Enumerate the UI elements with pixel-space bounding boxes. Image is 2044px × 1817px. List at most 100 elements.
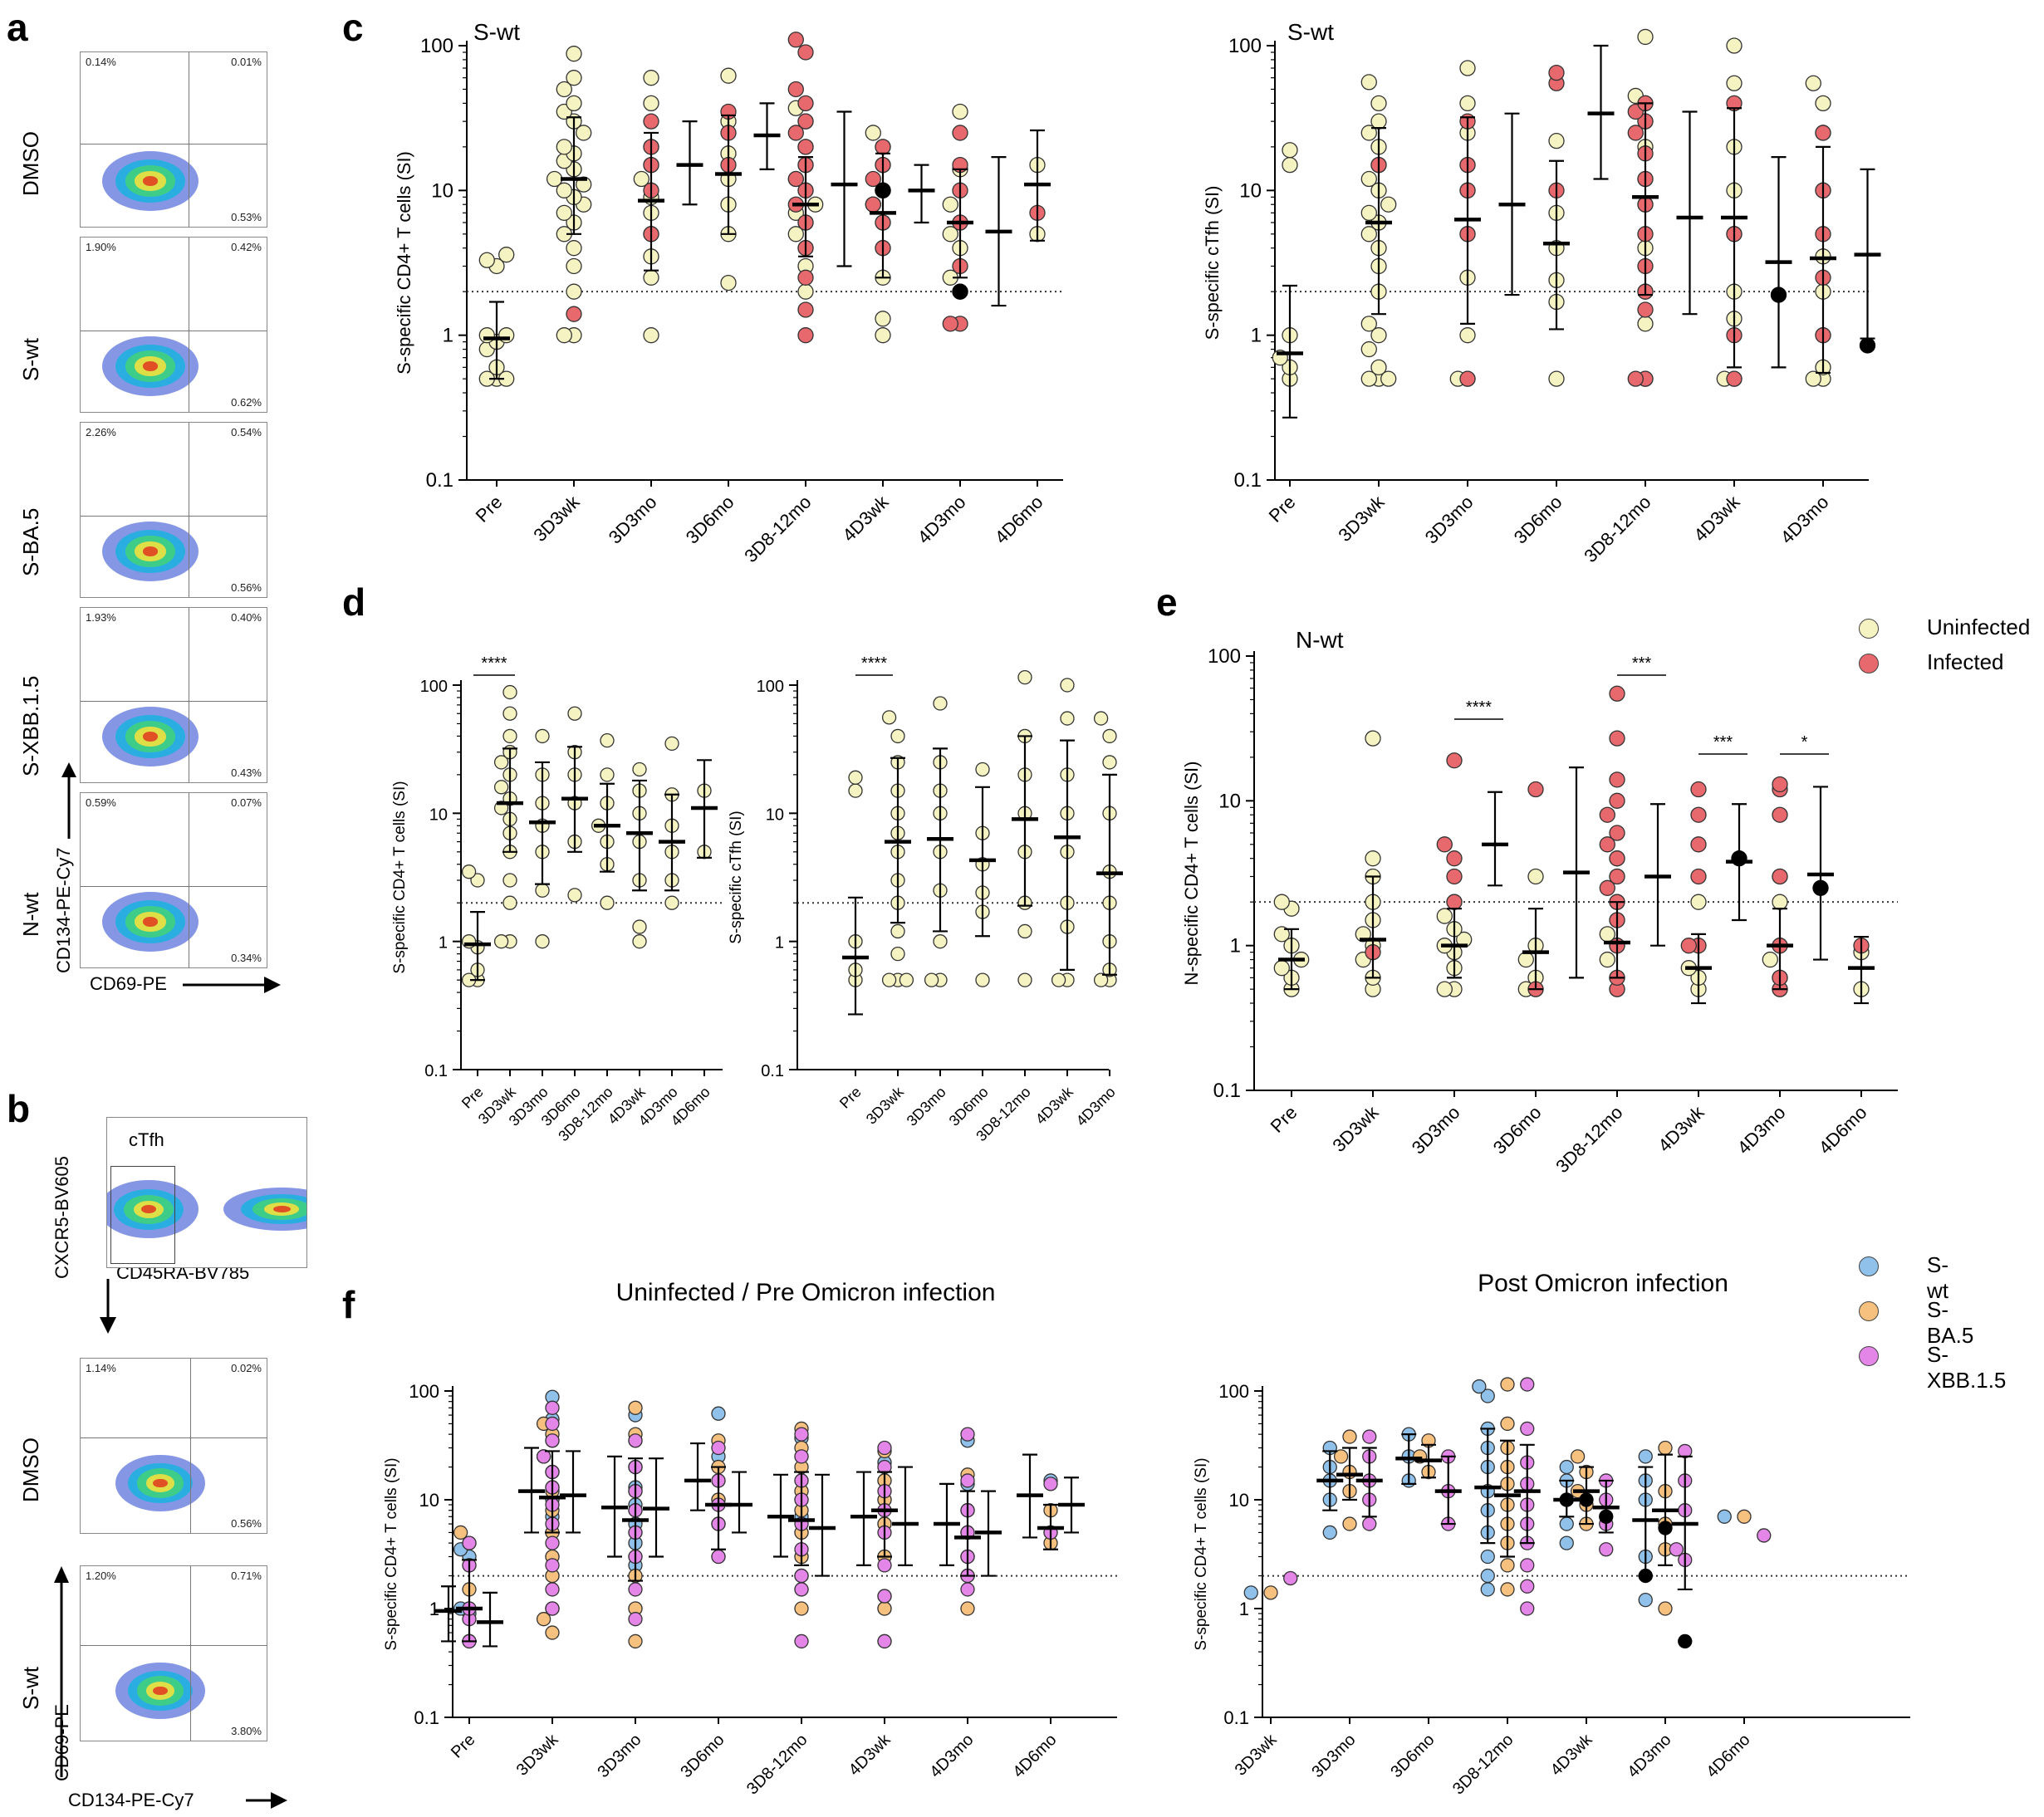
x-tick-label: Pre [836, 1084, 865, 1112]
data-point [787, 125, 804, 141]
data-point [1658, 1440, 1673, 1456]
data-point [794, 1582, 809, 1597]
data-point [960, 1473, 975, 1488]
data-point [1446, 752, 1463, 769]
data-point [535, 728, 550, 744]
chart-title: Uninfected / Pre Omicron infection [616, 1279, 996, 1306]
data-point [556, 182, 572, 198]
x-tick-label: 3D8-12mo [743, 1731, 811, 1799]
y-tick-label: 1 [443, 325, 453, 347]
data-point [1726, 75, 1743, 91]
data-point [1520, 1377, 1535, 1392]
legend-label-s-xbb: S-XBB.1.5 [1927, 1342, 2007, 1393]
data-point [536, 1612, 551, 1627]
data-point [628, 1582, 643, 1597]
data-point [1342, 1429, 1357, 1444]
quadrant-percent-tr: 0.01% [231, 56, 262, 68]
panel-a-x-axis-label: CD69-PE [90, 973, 167, 994]
quadrant-percent-br: 0.56% [231, 1517, 262, 1530]
data-point [1362, 1516, 1377, 1531]
data-point [942, 226, 958, 242]
data-point [960, 1601, 975, 1616]
quadrant-percent-br: 0.53% [231, 211, 262, 223]
x-tick-label: 3D8-12mo [1551, 1102, 1626, 1177]
x-tick-label: 3D3wk [513, 1730, 562, 1779]
data-point [1360, 340, 1377, 358]
density-blob [142, 546, 159, 556]
data-point [632, 762, 647, 777]
data-point [498, 247, 515, 263]
data-point [1637, 316, 1654, 332]
data-point [875, 139, 891, 155]
legend-swatch-s-wt [1859, 1256, 1879, 1276]
data-point [848, 783, 863, 798]
data-point [952, 283, 968, 300]
data-point [1762, 951, 1778, 968]
data-point [797, 44, 814, 61]
data-point [1480, 1388, 1495, 1403]
data-point [1680, 938, 1697, 954]
data-point [794, 1601, 809, 1616]
data-point [556, 81, 572, 98]
x-tick-label: 3D3mo [594, 1731, 645, 1781]
y-tick-label: 0.1 [761, 1062, 784, 1080]
data-point [632, 934, 647, 949]
y-tick-label: 10 [1218, 790, 1241, 812]
data-point [924, 972, 939, 987]
y-axis-label: S-specific cTfh (SI) [1202, 186, 1223, 340]
flow-plot-a-1: 1.90% 0.42% 0.62% [80, 237, 267, 413]
panel-a-row-label: S-wt [18, 338, 43, 381]
data-point [1638, 1449, 1653, 1464]
data-point [875, 311, 891, 327]
data-point [1333, 1449, 1349, 1464]
gate-horizontal-line [81, 1437, 267, 1438]
data-point [453, 1525, 468, 1540]
stat-label: **** [861, 654, 887, 673]
data-point [1370, 113, 1387, 130]
x-tick-label: 4D3wk [846, 1730, 895, 1779]
gate-horizontal-line [81, 516, 267, 517]
y-axis-label: S-specific cTfh (SI) [728, 811, 745, 943]
data-point [600, 895, 615, 910]
data-point [1599, 951, 1615, 968]
data-point [1365, 850, 1381, 867]
data-point [794, 1427, 809, 1442]
data-point [493, 755, 509, 770]
data-point [1609, 825, 1625, 841]
density-blob [141, 1204, 156, 1214]
data-point [1500, 1377, 1515, 1392]
x-tick-label: 4D6mo [1703, 1731, 1753, 1781]
data-point [1520, 1601, 1535, 1616]
density-blob [142, 732, 159, 742]
y-tick-label: 100 [1208, 645, 1241, 668]
y-tick-label: 1 [775, 934, 784, 953]
quadrant-percent-br: 0.43% [231, 766, 262, 779]
panel-a-row-label: S-XBB.1.5 [18, 675, 43, 776]
x-tick-label: 4D3mo [1624, 1731, 1674, 1781]
data-point [1500, 1582, 1515, 1597]
density-blob [142, 917, 159, 927]
data-point [1283, 1570, 1298, 1586]
x-tick-label: 3D6mo [1489, 1102, 1546, 1158]
data-point [1637, 28, 1654, 46]
data-point [1609, 685, 1625, 702]
data-point [1609, 850, 1625, 867]
data-point [865, 196, 881, 213]
data-point [975, 762, 990, 777]
data-point [1772, 868, 1788, 885]
data-point [1446, 894, 1463, 910]
gate-vertical-line [190, 1359, 191, 1533]
data-point [1480, 1568, 1495, 1584]
data-point [1017, 972, 1032, 987]
data-point [881, 710, 897, 725]
data-point [1102, 755, 1117, 770]
quadrant-percent-br: 0.34% [231, 952, 262, 964]
data-point [1360, 204, 1377, 221]
panel-letter-d: d [342, 580, 366, 624]
chart-f2: 100 10 1 0.1 S-specific CD4+ T cells (SI) 3D3… [1193, 1270, 1910, 1799]
data-point [1599, 1542, 1614, 1557]
quadrant-percent-tr: 0.07% [231, 796, 262, 809]
data-point [1263, 1585, 1278, 1600]
data-point [942, 196, 958, 213]
data-point [1772, 776, 1788, 793]
